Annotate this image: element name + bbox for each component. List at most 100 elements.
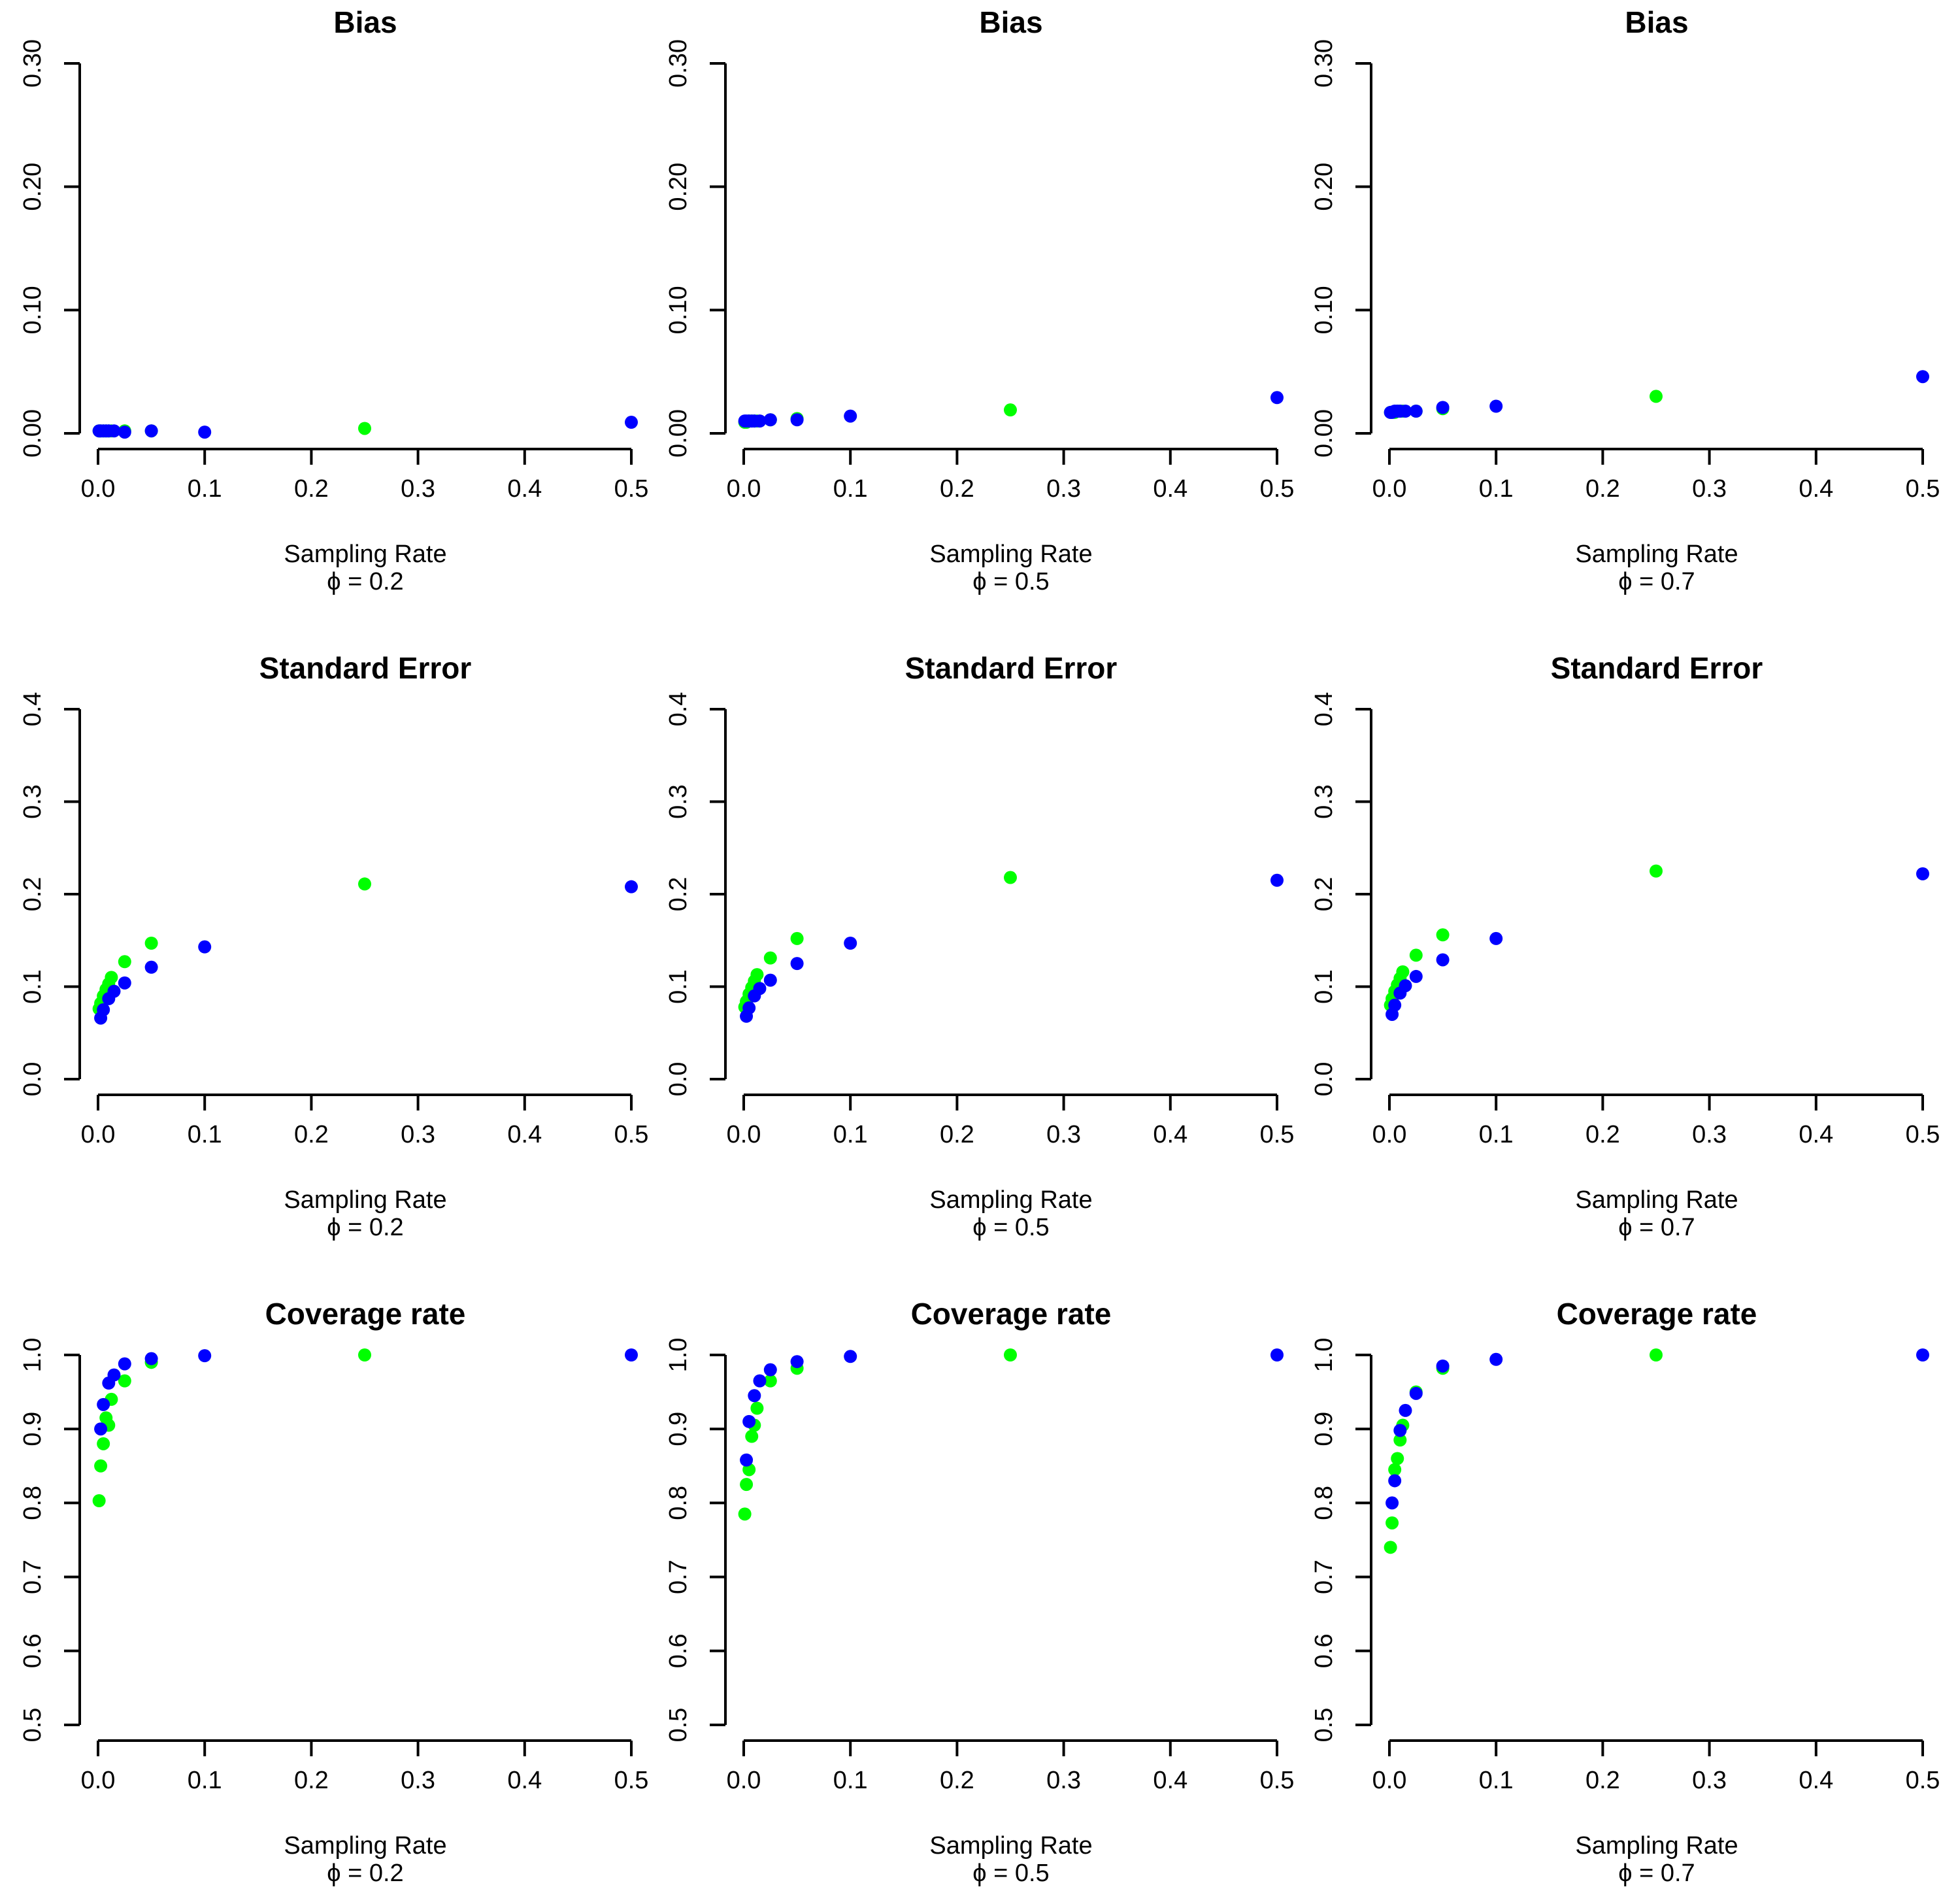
data-point-blue xyxy=(1270,873,1284,887)
data-point-blue xyxy=(1270,391,1284,405)
data-point-green xyxy=(105,971,118,984)
panel-title: Bias xyxy=(1625,5,1688,39)
data-point-blue xyxy=(97,1003,110,1016)
data-point-blue xyxy=(198,940,212,954)
x-tick-label: 0.2 xyxy=(294,1121,329,1148)
panel-3: Standard Error 0.0 0.1 0.2 0.3 0.4 0.0 0.1 0.2 0.… xyxy=(19,651,648,1241)
y-tick-label: 0.2 xyxy=(665,877,692,912)
phi-label: ϕ = 0.2 xyxy=(327,1860,403,1887)
x-tick-label: 0.5 xyxy=(1260,1767,1295,1794)
data-point-blue xyxy=(144,1352,158,1365)
y-tick-label: 0.9 xyxy=(19,1412,46,1446)
x-tick-label: 0.0 xyxy=(81,1767,116,1794)
x-tick-label: 0.0 xyxy=(81,1121,116,1148)
panel-1: Bias 0.00 0.10 0.20 0.30 0.0 0.1 0.2 0.3 0.4 0.5 Sa… xyxy=(665,5,1294,595)
x-tick-label: 0.2 xyxy=(294,475,329,503)
y-tick-label: 1.0 xyxy=(1310,1338,1338,1373)
x-tick-label: 0.3 xyxy=(1046,1767,1081,1794)
y-tick-label: 0.20 xyxy=(665,163,692,211)
y-tick-label: 0.1 xyxy=(19,969,46,1004)
data-point-blue xyxy=(740,1453,754,1467)
data-point-green xyxy=(763,1374,777,1388)
x-tick-label: 0.0 xyxy=(727,1767,761,1794)
x-axis-label: Sampling Rate xyxy=(1575,1832,1738,1860)
x-tick-label: 0.3 xyxy=(1692,475,1727,503)
data-point-green xyxy=(358,1348,371,1361)
data-point-blue xyxy=(763,413,777,427)
data-point-blue xyxy=(1393,1424,1407,1437)
data-point-blue xyxy=(1386,1496,1399,1510)
data-point-green xyxy=(358,877,371,891)
data-point-green xyxy=(740,1478,754,1492)
y-tick-label: 0.0 xyxy=(19,1062,46,1097)
phi-label: ϕ = 0.2 xyxy=(327,1214,403,1241)
x-tick-label: 0.4 xyxy=(1153,475,1187,503)
data-point-blue xyxy=(790,1355,804,1369)
data-point-green xyxy=(97,1437,110,1450)
panel-7: Coverage rate 0.5 0.6 0.7 0.8 0.9 1.0 0.0 0.1 0.2… xyxy=(665,1297,1294,1887)
x-tick-label: 0.2 xyxy=(1585,475,1620,503)
data-point-green xyxy=(1409,948,1423,962)
data-point-green xyxy=(1393,1433,1407,1447)
y-tick-label: 0.9 xyxy=(1310,1412,1338,1446)
data-point-green xyxy=(1650,390,1663,403)
data-point-blue xyxy=(1399,1403,1412,1417)
y-tick-label: 0.00 xyxy=(19,409,46,458)
x-tick-label: 0.5 xyxy=(1906,1767,1940,1794)
data-point-blue xyxy=(625,416,638,429)
panel-title: Standard Error xyxy=(905,651,1118,685)
data-point-blue xyxy=(1399,979,1412,993)
y-tick-label: 0.2 xyxy=(1310,877,1338,912)
x-tick-label: 0.1 xyxy=(188,1121,222,1148)
y-tick-label: 0.00 xyxy=(665,409,692,458)
data-point-blue xyxy=(753,1374,767,1388)
data-point-green xyxy=(118,955,131,969)
x-tick-label: 0.2 xyxy=(1585,1121,1620,1148)
data-point-blue xyxy=(107,984,121,998)
y-tick-label: 0.6 xyxy=(19,1633,46,1668)
data-point-green xyxy=(92,1494,106,1508)
data-point-blue xyxy=(753,982,767,995)
data-point-blue xyxy=(1489,399,1503,413)
phi-label: ϕ = 0.7 xyxy=(1618,1214,1695,1241)
x-tick-label: 0.5 xyxy=(614,1767,649,1794)
data-point-green xyxy=(94,1459,108,1473)
data-point-blue xyxy=(844,409,857,423)
data-point-blue xyxy=(1436,953,1450,967)
data-point-blue xyxy=(1436,401,1450,414)
x-axis-label: Sampling Rate xyxy=(284,1186,446,1214)
y-tick-label: 0.30 xyxy=(19,39,46,88)
data-point-blue xyxy=(1388,998,1402,1012)
data-point-blue xyxy=(118,976,131,990)
y-tick-label: 0.6 xyxy=(1310,1633,1338,1668)
y-tick-label: 1.0 xyxy=(19,1338,46,1373)
x-axis-label: Sampling Rate xyxy=(1575,1186,1738,1214)
x-tick-label: 0.3 xyxy=(1692,1121,1727,1148)
x-tick-label: 0.1 xyxy=(833,475,868,503)
data-point-blue xyxy=(1409,405,1423,418)
x-tick-label: 0.4 xyxy=(1153,1767,1187,1794)
x-tick-label: 0.5 xyxy=(614,1121,649,1148)
x-tick-label: 0.3 xyxy=(1046,1121,1081,1148)
y-tick-label: 0.00 xyxy=(1310,409,1338,458)
y-tick-label: 0.4 xyxy=(19,692,46,727)
data-point-blue xyxy=(198,1349,212,1363)
panel-2: Bias 0.00 0.10 0.20 0.30 0.0 0.1 0.2 0.3 0.4 0.5 Sa… xyxy=(1310,5,1940,595)
x-tick-label: 0.3 xyxy=(401,1767,435,1794)
data-point-blue xyxy=(94,1422,108,1436)
data-point-green xyxy=(144,936,158,950)
x-tick-label: 0.5 xyxy=(1260,475,1295,503)
data-point-blue xyxy=(790,413,804,427)
x-tick-label: 0.0 xyxy=(1372,1767,1407,1794)
y-tick-label: 0.8 xyxy=(1310,1486,1338,1520)
x-axis-label: Sampling Rate xyxy=(929,541,1092,568)
x-tick-label: 0.4 xyxy=(1799,1121,1833,1148)
y-tick-label: 0.20 xyxy=(19,163,46,211)
y-tick-label: 0.30 xyxy=(665,39,692,88)
x-axis-label: Sampling Rate xyxy=(284,541,446,568)
data-point-green xyxy=(1391,1452,1404,1465)
data-point-blue xyxy=(1399,405,1412,418)
panel-4: Standard Error 0.0 0.1 0.2 0.3 0.4 0.0 0.1 0.2 0.… xyxy=(665,651,1294,1241)
panel-0: Bias 0.00 0.10 0.20 0.30 0.0 0.1 0.2 0.3 0.4 0.5 Sa… xyxy=(19,5,648,595)
data-point-blue xyxy=(107,1368,121,1382)
